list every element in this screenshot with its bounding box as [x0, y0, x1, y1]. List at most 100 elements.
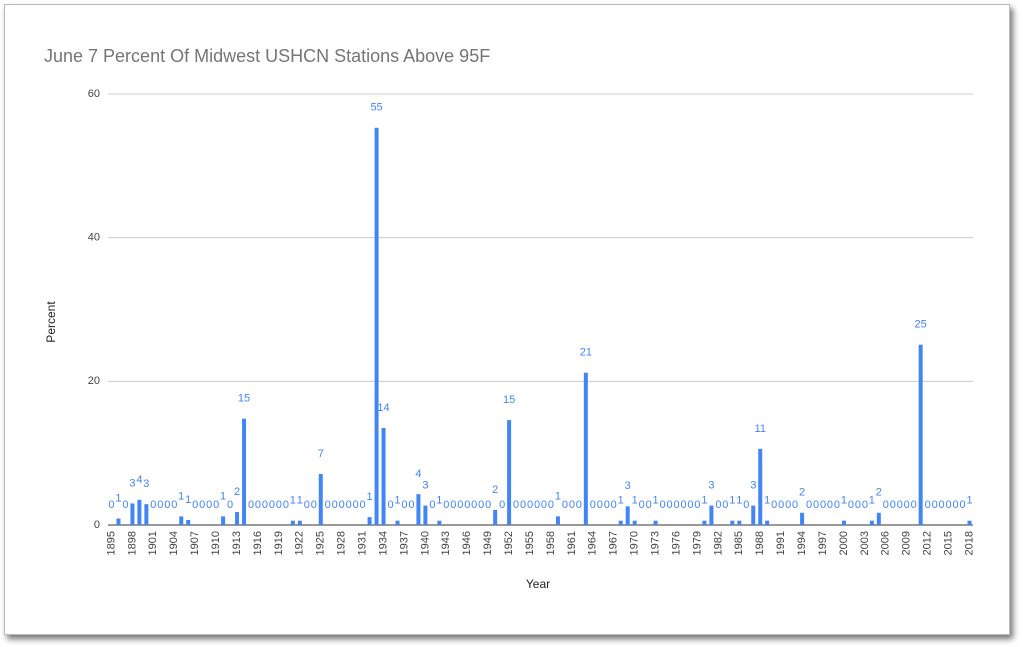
data-label: 3: [129, 477, 135, 489]
data-label: 0: [611, 499, 617, 511]
y-tick-label: 60: [88, 88, 100, 100]
data-label: 0: [959, 499, 965, 511]
data-label: 1: [115, 492, 121, 504]
bar: [221, 516, 226, 525]
data-label: 11: [755, 423, 766, 435]
data-label: 1: [632, 495, 638, 507]
data-label: 0: [227, 499, 233, 511]
chart-card: [4, 4, 1010, 635]
x-tick-label: 1907: [189, 531, 201, 555]
bar: [116, 518, 121, 525]
data-label: 1: [436, 495, 442, 507]
bar: [381, 428, 386, 525]
data-label: 2: [876, 487, 882, 499]
data-label: 0: [457, 499, 463, 511]
x-tick-label: 1931: [357, 531, 369, 555]
x-tick-label: 1964: [587, 531, 599, 555]
data-label: 0: [939, 499, 945, 511]
data-label: 0: [904, 499, 910, 511]
data-label: 0: [834, 499, 840, 511]
data-label: 1: [966, 495, 972, 507]
data-label: 0: [276, 499, 282, 511]
data-label: 0: [429, 499, 435, 511]
x-tick-label: 1910: [210, 531, 222, 555]
data-label: 0: [792, 499, 798, 511]
x-tick-label: 1994: [796, 531, 808, 555]
data-label: 0: [311, 499, 317, 511]
data-label: 0: [171, 499, 177, 511]
bar: [290, 520, 295, 525]
data-label: 25: [915, 319, 927, 331]
data-label: 0: [548, 499, 554, 511]
x-tick-label: 1952: [503, 531, 515, 555]
data-label: 3: [625, 480, 631, 492]
bar: [730, 520, 735, 525]
data-label: 0: [722, 499, 728, 511]
bar: [437, 520, 442, 525]
data-label: 4: [415, 468, 421, 480]
data-label: 0: [513, 499, 519, 511]
data-label: 0: [255, 499, 261, 511]
data-label: 1: [618, 495, 624, 507]
bar: [967, 520, 972, 525]
bar: [137, 499, 142, 525]
x-tick-label: 1949: [482, 531, 494, 555]
data-label: 15: [503, 394, 515, 406]
x-tick-label: 1991: [775, 531, 787, 555]
data-label: 0: [883, 499, 889, 511]
bar: [297, 520, 302, 525]
bar: [493, 509, 498, 525]
x-tick-label: 1982: [712, 531, 724, 555]
x-tick-label: 1940: [419, 531, 431, 555]
data-label: 3: [708, 480, 714, 492]
data-label: 21: [580, 347, 592, 359]
data-label: 0: [192, 499, 198, 511]
x-tick-label: 1937: [398, 531, 410, 555]
data-label: 55: [370, 102, 382, 114]
bar: [555, 516, 560, 525]
data-label: 0: [283, 499, 289, 511]
data-label: 0: [262, 499, 268, 511]
bar: [318, 473, 323, 525]
data-label: 0: [206, 499, 212, 511]
data-label: 0: [855, 499, 861, 511]
data-label: 2: [234, 486, 240, 498]
data-label: 3: [750, 480, 756, 492]
data-label: 0: [639, 499, 645, 511]
bar: [130, 503, 135, 525]
data-label: 1: [555, 490, 561, 502]
x-tick-label: 2006: [880, 531, 892, 555]
data-label: 0: [520, 499, 526, 511]
x-tick-label: 1922: [294, 531, 306, 555]
data-label: 0: [269, 499, 275, 511]
data-label: 0: [680, 499, 686, 511]
x-tick-label: 1961: [566, 531, 578, 555]
data-label: 0: [164, 499, 170, 511]
data-label: 0: [562, 499, 568, 511]
bar: [758, 448, 763, 525]
data-label: 0: [464, 499, 470, 511]
data-label: 0: [213, 499, 219, 511]
y-axis-title: Percent: [44, 301, 58, 343]
data-label: 0: [897, 499, 903, 511]
bar: [751, 505, 756, 525]
data-label: 0: [911, 499, 917, 511]
data-label: 0: [401, 499, 407, 511]
data-label: 0: [715, 499, 721, 511]
bar: [186, 519, 191, 525]
data-label: 0: [646, 499, 652, 511]
bar: [618, 520, 623, 525]
data-label: 0: [353, 499, 359, 511]
x-axis-title: Year: [526, 577, 550, 591]
y-tick-label: 0: [94, 519, 100, 531]
bar: [416, 494, 421, 525]
x-tick-label: 2018: [963, 531, 975, 555]
x-tick-label: 1898: [126, 531, 138, 555]
x-tick-label: 1955: [524, 531, 536, 555]
bar: [423, 505, 428, 525]
bar: [841, 520, 846, 525]
bar: [702, 520, 707, 525]
bar: [709, 505, 714, 525]
data-label: 0: [660, 499, 666, 511]
data-label: 1: [220, 490, 226, 502]
